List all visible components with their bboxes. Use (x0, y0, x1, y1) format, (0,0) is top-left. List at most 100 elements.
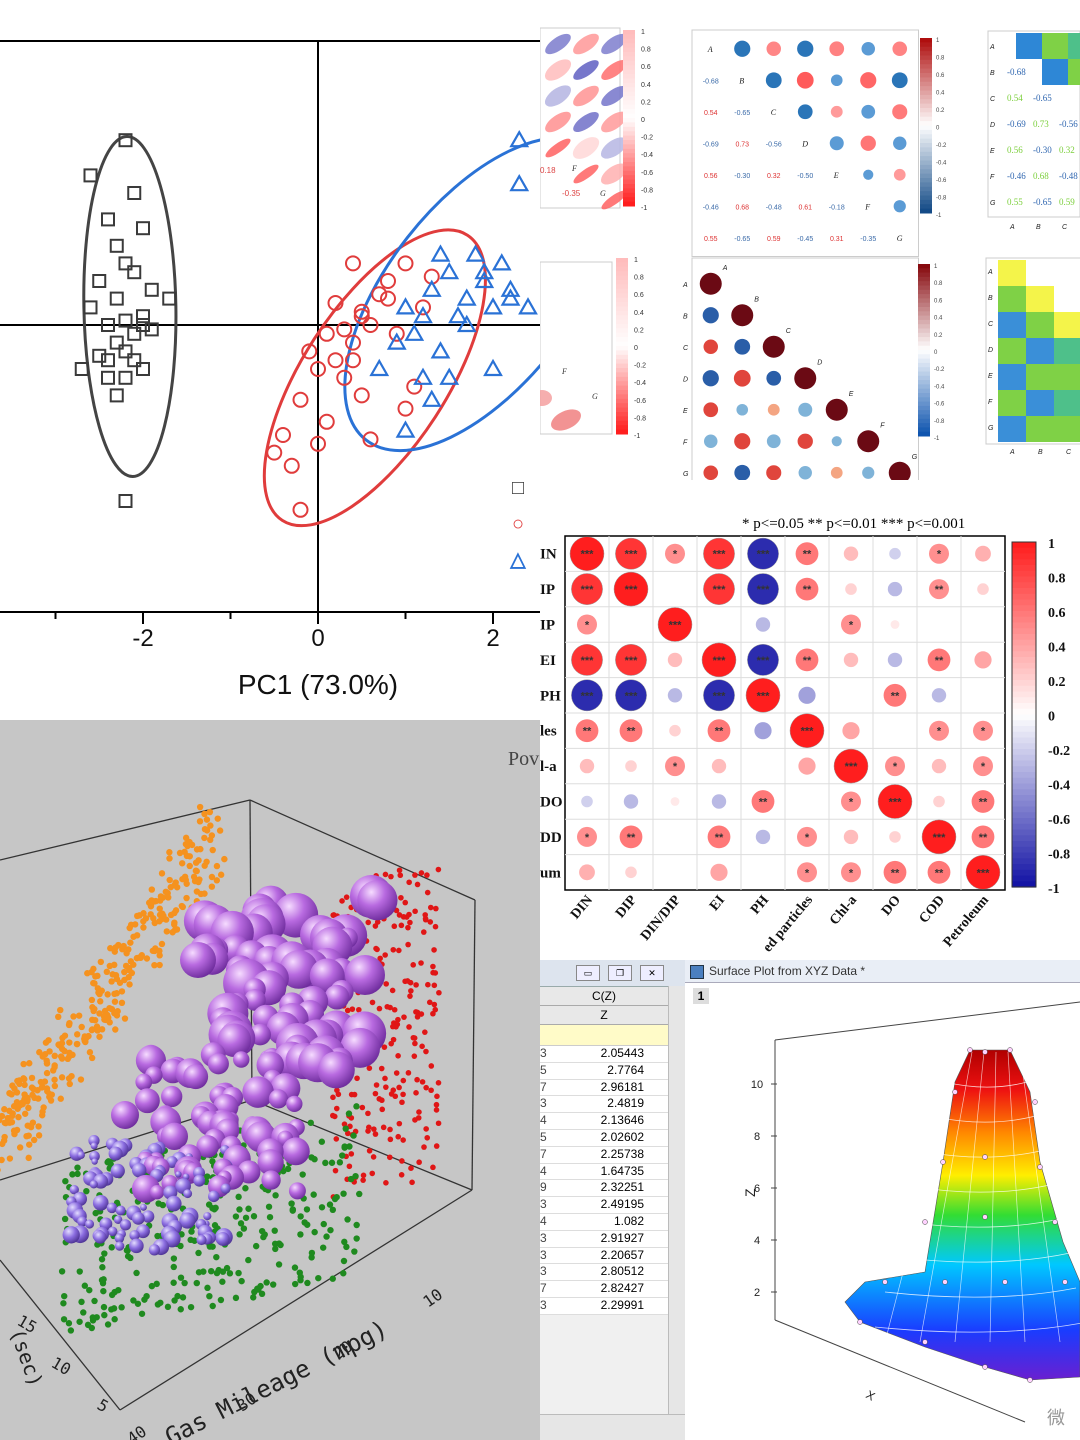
column-longname[interactable]: Z (540, 1006, 668, 1025)
surface-node (1037, 1164, 1043, 1170)
close-button[interactable]: ✕ (640, 965, 664, 981)
column-comments-row[interactable] (540, 1025, 668, 1046)
row-index[interactable]: 5 (540, 1062, 547, 1077)
orange-projection-dot (151, 961, 158, 969)
worksheet-row[interactable]: 7 2.82427 (540, 1281, 668, 1298)
pca-point-triangle (439, 261, 460, 280)
ellipse-label-g: G (600, 189, 606, 198)
orange-projection-dot (51, 1076, 58, 1083)
red-projection-dot (386, 1154, 393, 1161)
row-index[interactable]: 5 (540, 1129, 547, 1144)
sig-cell-stars: * (673, 549, 678, 561)
minimize-button[interactable]: ▭ (576, 965, 600, 981)
red-projection-dot (414, 1014, 421, 1020)
cell-value[interactable]: 2.49195 (600, 1197, 644, 1212)
cell-value[interactable]: 2.05443 (600, 1046, 644, 1060)
cell-value[interactable]: 2.32251 (600, 1180, 644, 1195)
cell-value[interactable]: 2.7764 (607, 1062, 644, 1077)
orange-projection-dot (111, 1010, 118, 1017)
orange-projection-dot (86, 1049, 94, 1056)
row-index[interactable]: 7 (540, 1281, 547, 1296)
worksheet-row[interactable]: 3 2.20657 (540, 1247, 668, 1265)
cell-value[interactable]: 2.82427 (600, 1281, 644, 1296)
cell-value[interactable]: 2.20657 (600, 1247, 644, 1262)
cell-value[interactable]: 2.25738 (600, 1146, 644, 1161)
row-index[interactable]: 3 (540, 1247, 547, 1262)
green-projection-dot (204, 1284, 211, 1292)
orange-projection-dot (20, 1060, 27, 1068)
row-index[interactable]: 3 (540, 1096, 547, 1111)
row-index[interactable]: 9 (540, 1180, 547, 1195)
bubble-sphere (166, 1195, 182, 1212)
green-projection-dot (297, 1213, 304, 1220)
worksheet-row[interactable]: 4 2.13646 (540, 1113, 668, 1130)
green-projection-dot (76, 1268, 83, 1275)
worksheet-row[interactable]: 3 2.29991 (540, 1297, 668, 1315)
column-header-cz[interactable]: C(Z) (540, 987, 668, 1006)
worksheet-row[interactable]: 7 2.96181 (540, 1079, 668, 1097)
circle2-diag-label: C (786, 328, 792, 335)
row-index[interactable]: 3 (540, 1230, 547, 1245)
pca-point-square (127, 326, 142, 341)
colorbar4-segment (918, 298, 930, 304)
worksheet-row[interactable]: 9 2.32251 (540, 1180, 668, 1198)
worksheet-window[interactable]: ▭ ❐ ✕ C(Z) Z 3 2.05443 5 2.7764 7 2.96181 3 2.4… (540, 960, 685, 1440)
bubble-sphere (215, 1232, 230, 1246)
orange-projection-dot (25, 1104, 32, 1112)
worksheet-row[interactable]: 7 2.25738 (540, 1146, 668, 1164)
worksheet-row[interactable]: 3 2.49195 (540, 1197, 668, 1214)
worksheet-row[interactable]: 4 1.082 (540, 1213, 668, 1231)
circle-cell-value: -0.46 (703, 204, 719, 211)
cell-value[interactable]: 2.4819 (607, 1096, 644, 1111)
worksheet-row[interactable]: 3 2.80512 (540, 1264, 668, 1282)
cell-value[interactable]: 2.80512 (600, 1264, 644, 1279)
green-projection-dot (320, 1220, 327, 1228)
sig-colorbar-segment (1012, 657, 1036, 664)
sig-cell-stars: ** (803, 549, 812, 561)
worksheet-row[interactable]: 3 2.05443 (540, 1046, 668, 1063)
worksheet-row[interactable]: 3 2.4819 (540, 1096, 668, 1114)
row-index[interactable]: 4 (540, 1213, 547, 1228)
row-index[interactable]: 3 (540, 1046, 547, 1060)
sig-colorbar-segment (1012, 720, 1036, 727)
row-index[interactable]: 4 (540, 1163, 547, 1178)
sig-colorbar-segment (1012, 668, 1036, 675)
sig-row-label: DO (540, 795, 563, 811)
orange-projection-dot (166, 849, 173, 856)
worksheet-row[interactable]: 5 2.02602 (540, 1129, 668, 1147)
worksheet-grid[interactable]: C(Z) Z 3 2.05443 5 2.7764 7 2.96181 3 2.4819 4 2.… (540, 987, 668, 1315)
worksheet-row[interactable]: 4 1.64735 (540, 1163, 668, 1181)
worksheet-row[interactable]: 3 2.91927 (540, 1230, 668, 1248)
restore-button[interactable]: ❐ (608, 965, 632, 981)
layer-number-badge[interactable]: 1 (693, 988, 709, 1004)
cell-value[interactable]: 2.29991 (600, 1297, 644, 1312)
surface-titlebar[interactable]: Surface Plot from XYZ Data * (685, 960, 1080, 983)
row-index[interactable]: 3 (540, 1297, 547, 1312)
worksheet-row[interactable]: 5 2.7764 (540, 1062, 668, 1080)
cell-value[interactable]: 2.13646 (600, 1113, 644, 1128)
row-index[interactable]: 3 (540, 1264, 547, 1279)
row-index[interactable]: 7 (540, 1146, 547, 1161)
green-projection-dot (91, 1297, 98, 1305)
cell-value[interactable]: 2.02602 (600, 1129, 644, 1144)
vertical-scrollbar[interactable] (668, 986, 685, 1414)
worksheet-titlebar[interactable]: ▭ ❐ ✕ (540, 960, 685, 987)
green-projection-dot (108, 1291, 116, 1299)
row-index[interactable]: 3 (540, 1197, 547, 1212)
surface-plot-window[interactable]: Surface Plot from XYZ Data * 1 2 4 6 8 10 Z … (685, 960, 1080, 1440)
sig-cell-stars: ** (803, 655, 812, 667)
horizontal-scrollbar[interactable] (540, 1414, 685, 1440)
cell-value[interactable]: 1.082 (613, 1213, 644, 1228)
colorbar2-segment (616, 324, 628, 329)
cell-value[interactable]: 1.64735 (600, 1163, 644, 1178)
cell-value[interactable]: 2.96181 (600, 1079, 644, 1094)
circle2-cell (767, 403, 780, 416)
cell-value[interactable]: 2.91927 (600, 1230, 644, 1245)
sig-cell-circle (841, 614, 861, 635)
row-index[interactable]: 4 (540, 1113, 547, 1128)
green-projection-dot (323, 1233, 330, 1240)
orange-projection-dot (0, 1168, 1, 1173)
red-projection-dot (406, 879, 412, 886)
green-projection-dot (258, 1290, 266, 1298)
row-index[interactable]: 7 (540, 1079, 547, 1094)
